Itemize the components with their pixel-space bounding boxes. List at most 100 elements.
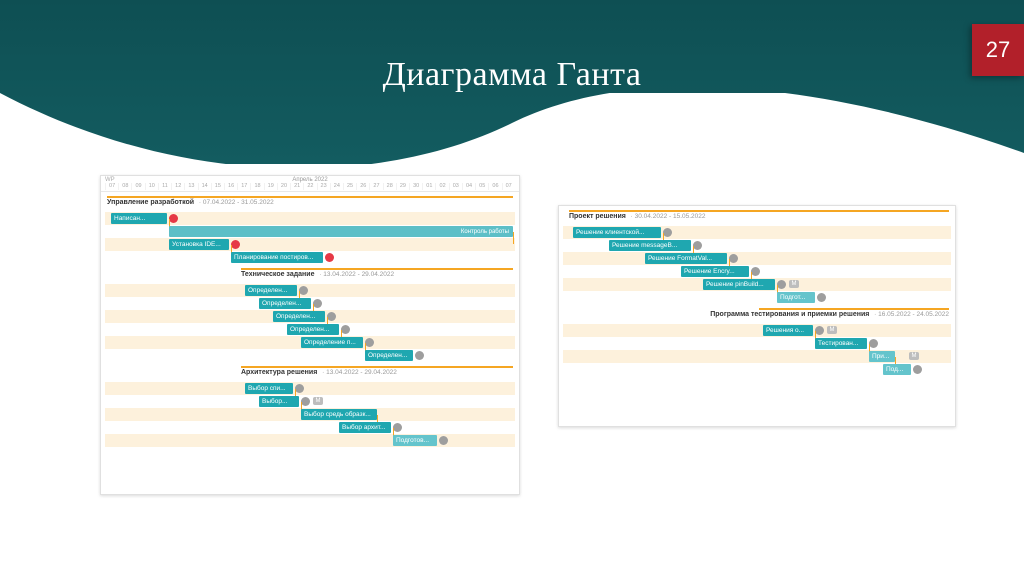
content-area: WPАпрель 2022070809101112131415161718192…: [0, 175, 1024, 555]
gantt-task[interactable]: Установка IDE...: [169, 239, 229, 250]
gantt-group-title: Техническое задание · 13.04.2022 - 29.04…: [241, 271, 394, 278]
gantt-task[interactable]: Выбор...: [259, 396, 299, 407]
gantt-row: Подгот...: [563, 291, 951, 304]
timeline-day: 07: [502, 183, 515, 190]
gantt-row: Определен...: [105, 323, 515, 336]
gantt-row: Подготов...: [105, 434, 515, 447]
timeline-day: 11: [158, 183, 171, 190]
gantt-group-dates: · 13.04.2022 - 29.04.2022: [320, 369, 397, 376]
gantt-task[interactable]: Подготов...: [393, 435, 437, 446]
timeline-day: 08: [118, 183, 131, 190]
warning-dot: [231, 240, 240, 249]
status-dot: [663, 228, 672, 237]
gantt-timeline: WPАпрель 2022070809101112131415161718192…: [101, 176, 519, 192]
status-dot: [301, 397, 310, 406]
gantt-group-dates: · 16.05.2022 - 24.05.2022: [872, 311, 949, 318]
gantt-task[interactable]: Контроль работы: [169, 226, 513, 237]
dependency-line: [513, 232, 514, 244]
gantt-group-header: Техническое задание · 13.04.2022 - 29.04…: [241, 268, 513, 282]
gantt-row: Контроль работы: [105, 225, 515, 238]
gantt-task[interactable]: Определение п...: [301, 337, 363, 348]
timeline-day: 30: [409, 183, 422, 190]
timeline-day: 17: [237, 183, 250, 190]
gantt-row: Определен...: [105, 284, 515, 297]
timeline-day: 13: [184, 183, 197, 190]
slide-header: Диаграмма Ганта 27: [0, 0, 1024, 164]
gantt-task[interactable]: Выбор архит...: [339, 422, 391, 433]
gantt-task[interactable]: Решение FormatVal...: [645, 253, 727, 264]
gantt-task[interactable]: При...: [869, 351, 895, 362]
gantt-task[interactable]: Решение messageB...: [609, 240, 691, 251]
timeline-day: 26: [356, 183, 369, 190]
timeline-day: 06: [488, 183, 501, 190]
gantt-task[interactable]: Определен...: [273, 311, 325, 322]
status-dot: [815, 326, 824, 335]
timeline-day: 16: [224, 183, 237, 190]
gantt-group-title: Архитектура решения · 13.04.2022 - 29.04…: [241, 369, 397, 376]
gantt-task[interactable]: Определен...: [259, 298, 311, 309]
status-dot: [341, 325, 350, 334]
timeline-month: Апрель 2022: [292, 177, 327, 183]
gantt-row: Определен...: [105, 349, 515, 362]
gantt-group-header: Программа тестирования и приемки решения…: [759, 308, 949, 322]
timeline-day: 29: [396, 183, 409, 190]
page-number-badge: 27: [972, 24, 1024, 76]
slide-title: Диаграмма Ганта: [383, 56, 642, 94]
timeline-day: 25: [343, 183, 356, 190]
gantt-row: Решение FormatVal...: [563, 252, 951, 265]
gantt-row: Решение pinBuild...M: [563, 278, 951, 291]
gantt-group-header: Проект решения · 30.04.2022 - 15.05.2022: [569, 210, 949, 224]
gantt-row: Определение п...: [105, 336, 515, 349]
timeline-day: 04: [462, 183, 475, 190]
status-dot: [751, 267, 760, 276]
warning-dot: [169, 214, 178, 223]
timeline-wp-label: WP: [105, 177, 115, 183]
gantt-task[interactable]: Определен...: [245, 285, 297, 296]
gantt-row: Выбор средь образк...: [105, 408, 515, 421]
timeline-day: 20: [277, 183, 290, 190]
gantt-group-title: Проект решения · 30.04.2022 - 15.05.2022: [569, 213, 706, 220]
gantt-task[interactable]: Подгот...: [777, 292, 815, 303]
gantt-row: Определен...: [105, 297, 515, 310]
gantt-task[interactable]: Решения о...: [763, 325, 813, 336]
timeline-day: 28: [383, 183, 396, 190]
gantt-task[interactable]: Решение Encry...: [681, 266, 749, 277]
gantt-task[interactable]: Планирование постиров...: [231, 252, 323, 263]
timeline-day: 19: [264, 183, 277, 190]
timeline-day: 03: [449, 183, 462, 190]
gantt-row: Выбор архит...: [105, 421, 515, 434]
status-dot: [729, 254, 738, 263]
gantt-task[interactable]: Написан...: [111, 213, 167, 224]
gantt-group-header: Управление разработкой · 07.04.2022 - 31…: [107, 196, 513, 210]
gantt-task[interactable]: Определен...: [365, 350, 413, 361]
gantt-chart-right: Проект решения · 30.04.2022 - 15.05.2022…: [558, 205, 956, 427]
status-dot: [693, 241, 702, 250]
gantt-task[interactable]: Определен...: [287, 324, 339, 335]
timeline-day: 15: [211, 183, 224, 190]
gantt-row: Решения о... M: [563, 324, 951, 337]
timeline-day: 05: [475, 183, 488, 190]
timeline-day: 12: [171, 183, 184, 190]
gantt-task[interactable]: Выбор спи...: [245, 383, 293, 394]
gantt-task[interactable]: Тестирован...: [815, 338, 867, 349]
milestone-marker: M: [827, 326, 837, 334]
gantt-group-dates: · 30.04.2022 - 15.05.2022: [629, 213, 706, 220]
milestone-marker: M: [909, 352, 919, 360]
gantt-group-header: Архитектура решения · 13.04.2022 - 29.04…: [241, 366, 513, 380]
timeline-day: 27: [369, 183, 382, 190]
status-dot: [777, 280, 786, 289]
gantt-group-dates: · 07.04.2022 - 31.05.2022: [197, 199, 274, 206]
timeline-day: 23: [317, 183, 330, 190]
gantt-row: Решение messageB...: [563, 239, 951, 252]
gantt-task[interactable]: Решение pinBuild...: [703, 279, 775, 290]
gantt-row: Выбор спи...: [105, 382, 515, 395]
status-dot: [365, 338, 374, 347]
timeline-day: 02: [435, 183, 448, 190]
timeline-day: 22: [303, 183, 316, 190]
gantt-task[interactable]: Выбор средь образк...: [301, 409, 377, 420]
gantt-task[interactable]: Решение клиентской...: [573, 227, 661, 238]
timeline-day: 01: [422, 183, 435, 190]
gantt-task[interactable]: Под...: [883, 364, 911, 375]
status-dot: [415, 351, 424, 360]
milestone-marker: M: [313, 397, 323, 405]
